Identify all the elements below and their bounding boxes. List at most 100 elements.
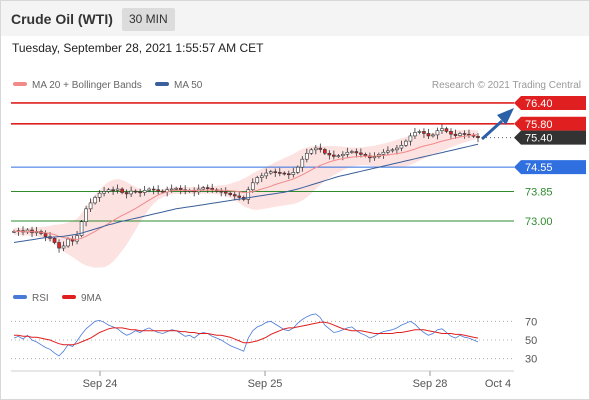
candle-body	[404, 140, 408, 146]
candle-body	[332, 154, 336, 157]
rsi-tick-label: 50	[525, 335, 537, 347]
candle-body	[61, 245, 66, 249]
candle-body	[219, 190, 224, 193]
candle-body	[323, 149, 327, 154]
legend-label-rsi: RSI	[32, 293, 49, 304]
candle-body	[246, 189, 251, 200]
candle-body	[205, 187, 210, 189]
candle-body	[142, 190, 147, 193]
candle-body	[476, 135, 480, 138]
level-label-resistance: 76.40	[525, 98, 553, 110]
candle-body	[102, 191, 106, 194]
candle-body	[413, 132, 417, 137]
candle-body	[273, 171, 278, 173]
candle-body	[228, 192, 233, 195]
level-tag-resistance	[514, 116, 586, 131]
rsi-ma-swatch	[62, 295, 76, 300]
candle-body	[314, 147, 318, 151]
candle-body	[390, 149, 395, 152]
candle-body	[57, 242, 61, 249]
candle-body	[286, 173, 291, 176]
candle-body	[43, 233, 48, 237]
candle-body	[250, 182, 255, 191]
forecast-arrow-head	[497, 108, 514, 125]
candle-body	[341, 154, 345, 157]
ma20-swatch	[13, 82, 27, 87]
candle-body	[327, 152, 332, 156]
x-tick-label: Sep 28	[413, 378, 448, 390]
candle-body	[120, 188, 124, 193]
candle-body	[160, 190, 165, 193]
candle-body	[359, 152, 363, 155]
candle-body	[124, 192, 129, 195]
candle-body	[354, 151, 359, 154]
legend-item-ma20: MA 20 + Bollinger Bands	[13, 80, 142, 91]
candle-body	[259, 175, 264, 178]
candle-body	[435, 130, 440, 136]
level-label-current: 75.40	[525, 133, 553, 145]
level-label-resistance: 75.80	[525, 119, 553, 131]
candle-body	[399, 144, 404, 149]
candle-body	[363, 154, 368, 157]
ma20-line	[14, 134, 479, 240]
candle-body	[350, 151, 354, 153]
candle-body	[386, 150, 390, 153]
ma50-swatch	[155, 82, 169, 87]
level-tag-pivot	[514, 160, 586, 175]
candle-body	[84, 208, 88, 222]
candle-body	[305, 152, 309, 160]
candle-body	[129, 190, 133, 195]
legend-item-ma50: MA 50	[155, 80, 202, 91]
rsi-tick-label: 70	[525, 316, 537, 328]
forecast-arrow	[480, 119, 504, 141]
instrument-title: Crude Oil (WTI)	[11, 11, 113, 27]
candle-body	[431, 134, 435, 137]
candle-body	[75, 235, 79, 242]
level-label-support: 73.85	[525, 186, 553, 198]
candle-body	[115, 188, 120, 191]
candle-body	[174, 188, 178, 190]
x-tick-label: Sep 25	[248, 378, 283, 390]
candle-body	[282, 172, 287, 175]
source-credit: Research © 2021 Trading Central	[431, 80, 581, 91]
candle-body	[111, 189, 115, 192]
legend-label-ma50: MA 50	[174, 80, 203, 91]
candle-body	[296, 166, 300, 173]
candle-body	[156, 189, 160, 192]
candle-body	[453, 133, 458, 136]
candle-body	[318, 147, 323, 150]
candle-body	[372, 156, 377, 159]
candle-body	[178, 188, 183, 191]
legend-item-9ma: 9MA	[62, 293, 102, 304]
candle-body	[264, 172, 269, 177]
rsi-line	[13, 313, 479, 357]
legend-label-ma20: MA 20 + Bollinger Bands	[32, 80, 142, 91]
candle-body	[440, 128, 444, 132]
candle-body	[52, 238, 57, 243]
candle-body	[79, 221, 84, 236]
legend-label-9ma: 9MA	[81, 293, 102, 304]
candle-body	[133, 190, 138, 193]
bollinger-band	[14, 130, 478, 268]
candle-body	[169, 188, 174, 191]
level-label-support: 73.00	[525, 216, 553, 228]
candle-body	[147, 188, 151, 191]
level-tag-resistance	[514, 95, 586, 110]
candle-body	[201, 187, 206, 190]
candle-body	[210, 188, 215, 191]
candle-body	[449, 131, 453, 135]
candle-body	[138, 191, 142, 194]
candle-body	[106, 189, 111, 192]
candle-body	[300, 158, 305, 168]
candle-body	[66, 238, 70, 247]
candle-body	[422, 131, 426, 134]
candle-body	[291, 172, 296, 175]
candle-body	[381, 151, 386, 155]
chart-header: Crude Oil (WTI) 30 MIN	[1, 1, 589, 36]
candle-body	[395, 147, 399, 151]
interval-button[interactable]: 30 MIN	[122, 8, 175, 31]
candle-body	[97, 192, 102, 198]
candle-body	[309, 149, 314, 154]
candle-body	[426, 133, 431, 137]
